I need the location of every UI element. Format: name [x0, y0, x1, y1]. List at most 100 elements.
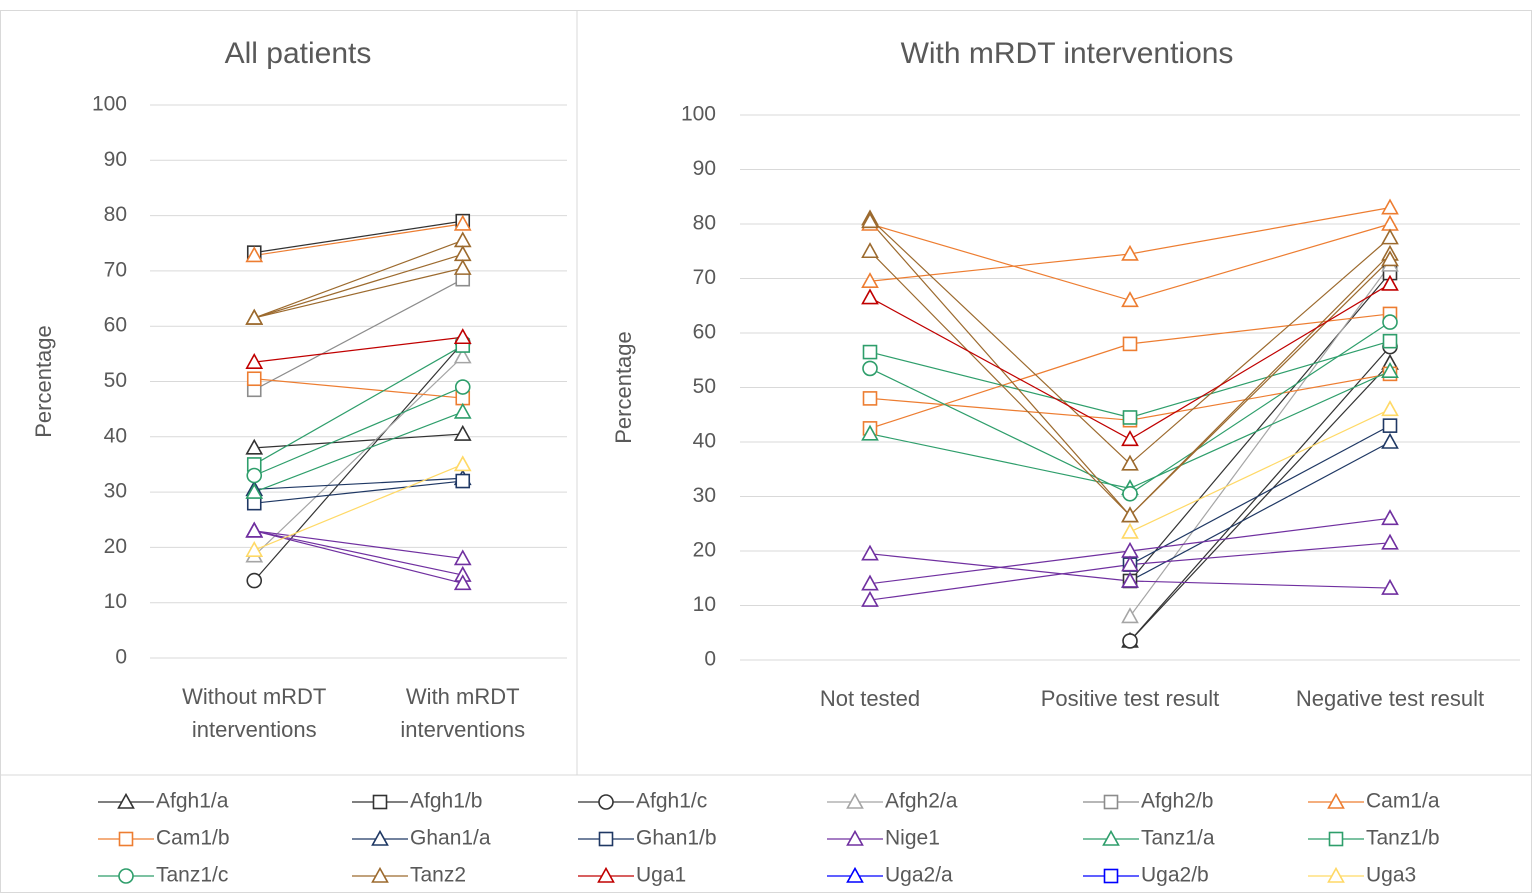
data-point [1381, 274, 1399, 291]
series-line [254, 239, 463, 319]
legend-marker [1102, 829, 1120, 846]
legend-marker [1103, 868, 1119, 884]
chart-title: With mRDT interventions [901, 37, 1234, 70]
data-point [1381, 198, 1399, 215]
data-point [862, 391, 878, 406]
y-tick-label: 10 [693, 593, 716, 616]
legend-marker [371, 866, 389, 883]
data-point [1381, 400, 1399, 417]
data-point [246, 572, 263, 589]
series-line [254, 463, 463, 551]
legend-marker [118, 868, 134, 884]
data-point [1122, 485, 1138, 502]
y-tick-label: 100 [92, 93, 127, 116]
data-point [454, 379, 471, 395]
data-point [1122, 410, 1138, 425]
data-point [861, 590, 879, 607]
data-point [1121, 244, 1139, 261]
y-axis-label: Percentage [611, 331, 636, 444]
data-point [1121, 555, 1139, 572]
legend-label: Nige1 [885, 827, 940, 850]
y-tick-label: 0 [704, 648, 716, 671]
data-point [453, 455, 472, 472]
data-point [453, 245, 472, 262]
data-point [245, 541, 264, 557]
legend-marker [846, 792, 864, 809]
data-point [1381, 362, 1399, 378]
legend-label: Tanz1/c [156, 864, 228, 887]
y-tick-label: 90 [693, 157, 716, 180]
data-point [453, 328, 472, 345]
y-tick-label: 80 [104, 203, 127, 226]
legend-label: Uga3 [1366, 864, 1416, 887]
legend-label: Afgh1/a [156, 790, 229, 813]
y-tick-label: 60 [693, 321, 716, 344]
series-line [253, 345, 464, 465]
series-line [869, 207, 1391, 282]
legend-marker [597, 866, 615, 883]
data-point [1382, 333, 1398, 349]
series-line [254, 433, 463, 449]
x-tick-label: Without mRDT interventions [182, 684, 327, 742]
y-tick-label: 30 [693, 484, 716, 507]
chart-title: All patients [225, 37, 372, 70]
y-tick-label: 30 [104, 480, 127, 503]
legend-marker [846, 829, 864, 846]
x-tick-label: Not tested [819, 686, 921, 711]
data-point [862, 360, 878, 377]
legend-label: Tanz1/a [1141, 827, 1215, 850]
y-tick-label: 50 [104, 369, 127, 392]
legend-marker [118, 831, 134, 847]
legend-label: Cam1/a [1366, 790, 1440, 813]
data-point [1122, 633, 1138, 649]
y-tick-label: 40 [104, 424, 127, 447]
data-point [1381, 509, 1399, 526]
data-point [245, 482, 264, 499]
legend-label: Afgh1/c [636, 790, 707, 813]
y-tick-label: 20 [693, 539, 716, 562]
y-tick-label: 80 [693, 212, 716, 235]
series-line [1129, 362, 1391, 642]
x-tick-label: Negative test result [1295, 686, 1485, 711]
data-point [861, 574, 879, 591]
legend-marker [1327, 866, 1345, 883]
data-point [453, 231, 472, 248]
data-point [453, 402, 472, 419]
legend-label: Uga2/a [885, 864, 953, 887]
data-point [1121, 522, 1139, 539]
data-point [245, 246, 264, 263]
data-point [453, 347, 472, 364]
data-point [1121, 571, 1139, 588]
series-line [254, 480, 463, 504]
data-point [245, 521, 264, 538]
series-line [869, 370, 1391, 489]
data-point [246, 371, 262, 387]
data-point [453, 214, 472, 231]
data-point [245, 352, 264, 369]
y-axis-label: Percentage [31, 325, 56, 438]
y-tick-label: 0 [115, 646, 127, 669]
y-tick-label: 70 [104, 258, 127, 281]
data-point [861, 212, 879, 229]
series-line [869, 220, 1391, 517]
series-line [253, 356, 464, 557]
legend-marker [598, 794, 614, 810]
legend-label: Afgh2/b [1141, 790, 1213, 813]
data-point [453, 258, 472, 275]
data-point [1381, 228, 1399, 245]
series-line [1129, 264, 1391, 617]
series-line [1129, 346, 1391, 642]
data-point [1381, 214, 1399, 231]
data-point [1382, 418, 1398, 433]
series-line [1129, 425, 1391, 566]
series-line [254, 411, 463, 493]
data-point [453, 424, 472, 441]
data-point [1121, 430, 1139, 447]
data-point [861, 544, 879, 561]
series-line [254, 530, 463, 576]
data-point [1382, 314, 1398, 330]
series-line [869, 223, 1391, 301]
series-line [1129, 441, 1391, 582]
data-point [1121, 506, 1139, 523]
